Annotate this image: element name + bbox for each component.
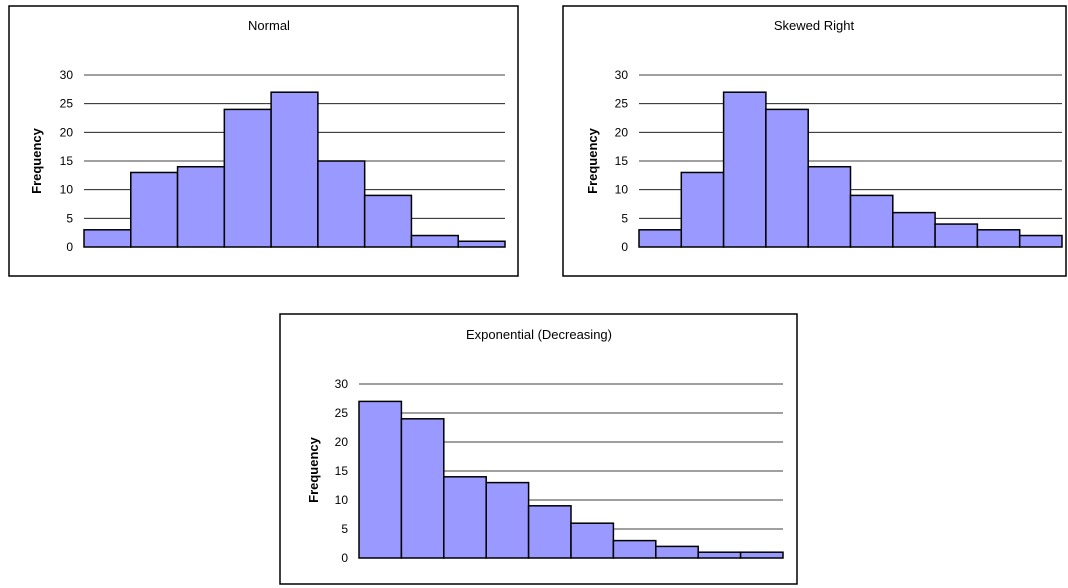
bar-skewed-right-10 — [1018, 234, 1063, 248]
bar-skewed-right-8 — [934, 223, 979, 248]
y-tick-label-exponential-decreasing-5: 5 — [341, 522, 348, 536]
bar-skewed-right-1 — [638, 229, 683, 248]
bar-skewed-right-7 — [892, 211, 936, 248]
y-tick-label-exponential-decreasing-25: 25 — [335, 406, 349, 420]
plot-area-exponential-decreasing: 0 5 10 15 20 25 30 — [335, 377, 784, 565]
bar-skewed-right-5 — [807, 165, 852, 248]
plot-area-normal: 0 5 10 15 20 25 30 — [60, 68, 506, 254]
bar-normal-3 — [176, 165, 226, 248]
y-tick-label-exponential-decreasing-30: 30 — [335, 377, 349, 391]
y-tick-label-skewed-right-25: 25 — [615, 97, 629, 111]
bar-exponential-decreasing-3 — [443, 476, 487, 559]
bar-exponential-decreasing-5 — [527, 505, 572, 559]
y-tick-label-exponential-decreasing-10: 10 — [335, 493, 349, 507]
bar-exponential-decreasing-6 — [570, 522, 615, 559]
bar-exponential-decreasing-7 — [612, 539, 657, 559]
chart-exponential-decreasing: Exponential (Decreasing) Frequency 0 5 10 1… — [279, 313, 798, 585]
plot-area-skewed-right: 0 5 10 15 20 25 30 — [615, 68, 1063, 254]
bar-normal-8 — [410, 234, 459, 248]
y-tick-label-skewed-right-30: 30 — [615, 68, 629, 82]
y-axis-title-exponential-decreasing: Frequency — [306, 436, 321, 503]
y-tick-label-normal-10: 10 — [60, 183, 74, 197]
chart-skewed-right: Skewed Right Frequency 0 5 10 15 20 25 30 — [562, 5, 1067, 277]
bar-skewed-right-6 — [849, 194, 894, 248]
y-tick-label-normal-15: 15 — [60, 154, 74, 168]
chart-title-skewed-right: Skewed Right — [774, 18, 855, 33]
y-tick-label-skewed-right-10: 10 — [615, 183, 629, 197]
chart-title-exponential-decreasing: Exponential (Decreasing) — [466, 327, 612, 342]
bar-exponential-decreasing-9 — [697, 551, 742, 559]
y-tick-label-normal-5: 5 — [66, 211, 73, 225]
chart-normal: Normal Frequency 0 5 10 15 20 25 30 — [8, 5, 519, 277]
y-tick-label-skewed-right-5: 5 — [621, 211, 628, 225]
bar-exponential-decreasing-4 — [485, 481, 530, 559]
y-tick-label-normal-0: 0 — [66, 240, 73, 254]
bar-normal-1 — [83, 229, 132, 248]
bar-normal-7 — [363, 194, 413, 248]
y-tick-label-skewed-right-20: 20 — [615, 125, 629, 139]
bar-skewed-right-9 — [976, 229, 1021, 248]
bar-normal-2 — [130, 171, 179, 248]
y-axis-title-skewed-right: Frequency — [585, 127, 600, 194]
y-tick-label-exponential-decreasing-0: 0 — [341, 551, 348, 565]
chart-title-normal: Normal — [248, 18, 290, 33]
bar-exponential-decreasing-8 — [655, 545, 699, 559]
bar-exponential-decreasing-10 — [739, 551, 784, 559]
y-tick-label-skewed-right-0: 0 — [621, 240, 628, 254]
bar-normal-6 — [317, 160, 366, 248]
y-tick-label-skewed-right-15: 15 — [615, 154, 629, 168]
bar-skewed-right-2 — [680, 171, 725, 248]
bar-normal-9 — [457, 240, 506, 248]
bar-exponential-decreasing-1 — [358, 400, 403, 559]
y-tick-label-exponential-decreasing-15: 15 — [335, 464, 349, 478]
bar-exponential-decreasing-2 — [400, 418, 445, 559]
bar-skewed-right-4 — [765, 108, 809, 248]
y-axis-title-normal: Frequency — [29, 127, 44, 194]
y-tick-label-exponential-decreasing-20: 20 — [335, 435, 349, 449]
bar-normal-5 — [270, 91, 319, 248]
y-tick-label-normal-20: 20 — [60, 125, 74, 139]
bar-skewed-right-3 — [722, 91, 767, 248]
bar-normal-4 — [223, 108, 272, 248]
y-tick-label-normal-25: 25 — [60, 97, 74, 111]
y-tick-label-normal-30: 30 — [60, 68, 74, 82]
